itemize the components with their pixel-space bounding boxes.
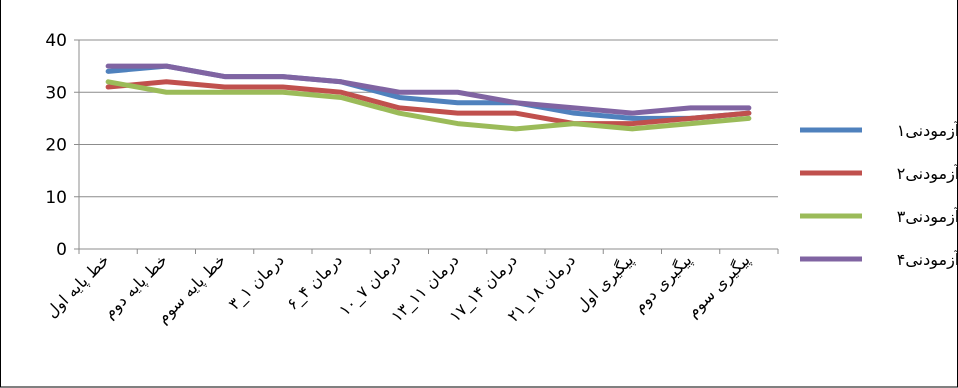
legend-label-2: آزمودنی۲ (897, 164, 958, 184)
series-line-4 (105, 63, 752, 116)
legend-label-4: آزمودنی۴ (897, 250, 958, 270)
y-tick-label: 10 (45, 188, 67, 208)
y-tick-label: 30 (45, 83, 67, 103)
x-tick-label: پیگیری سوم (683, 250, 754, 321)
series-line-2 (105, 79, 752, 127)
legend-label-1: آزمودنی۱ (897, 121, 958, 141)
y-tick-label: 20 (45, 136, 67, 156)
y-tick-label: 0 (56, 240, 67, 260)
legend-label-3: آزمودنی۳ (897, 207, 958, 227)
x-tick-label: پیگیری اول (572, 250, 638, 316)
y-tick-label: 40 (45, 31, 67, 51)
x-tick-label: درمان ۱_۳ (225, 250, 289, 314)
series-line-3 (105, 79, 752, 132)
